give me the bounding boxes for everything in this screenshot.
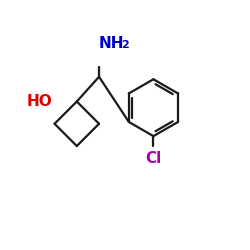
Text: HO: HO xyxy=(27,94,52,109)
Text: 2: 2 xyxy=(121,40,129,50)
Text: Cl: Cl xyxy=(145,151,162,166)
Text: NH: NH xyxy=(99,36,124,51)
